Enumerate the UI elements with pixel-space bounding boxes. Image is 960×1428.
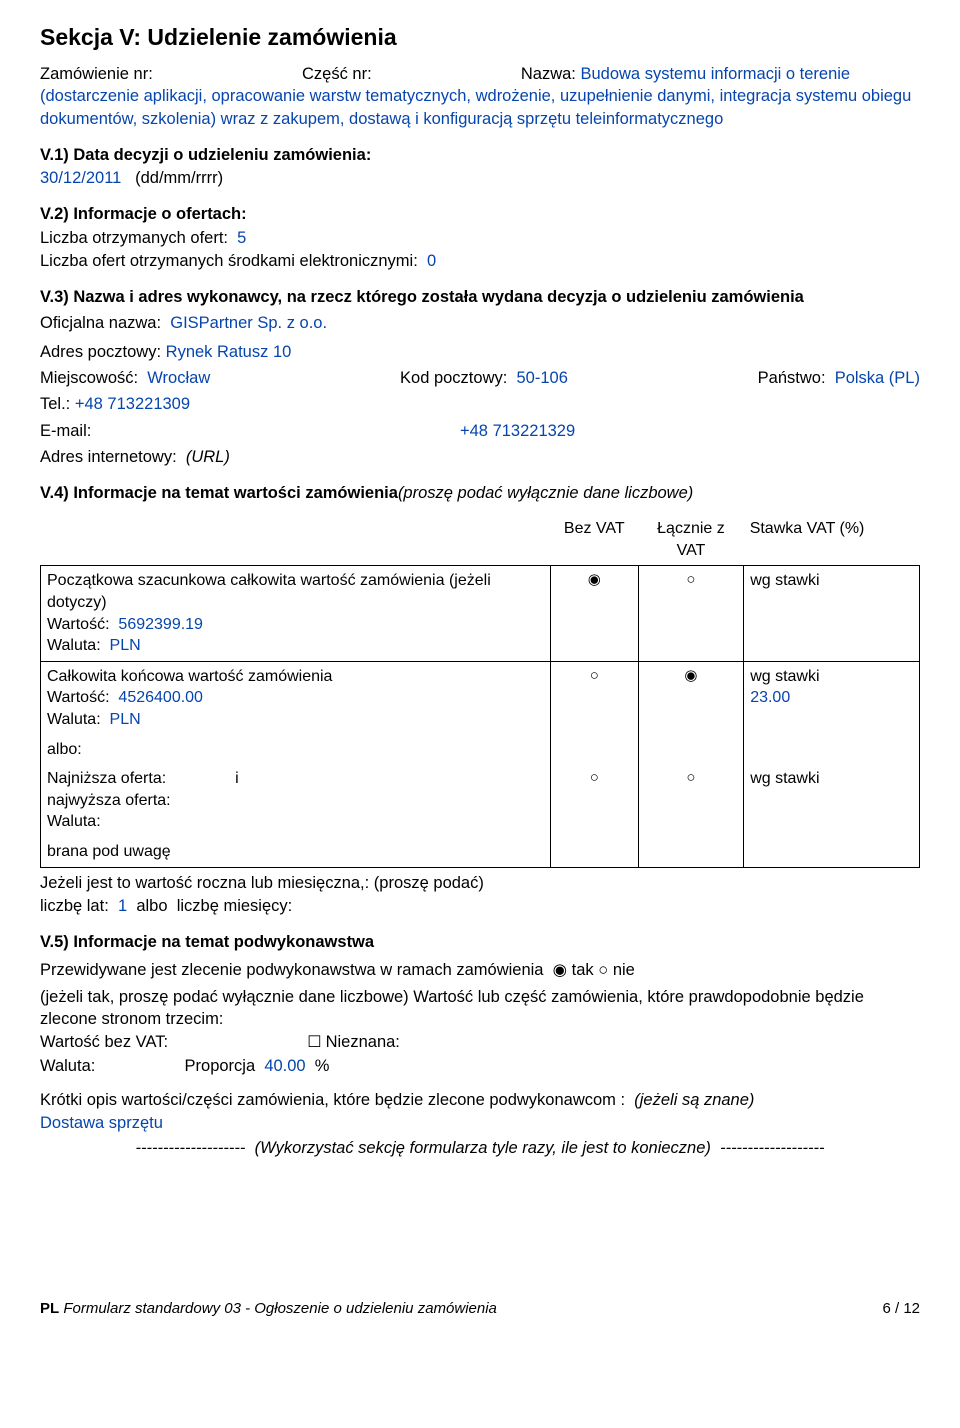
v3-postal-label: Adres pocztowy:: [40, 343, 161, 361]
v3-country-value: Polska (PL): [835, 369, 920, 387]
v5-val-novat-label: Wartość bez VAT:: [40, 1033, 168, 1051]
v4-row2-rate-val: 23.00: [750, 689, 790, 706]
v4-row1-label: Początkowa szacunkowa całkowita wartość …: [47, 570, 544, 613]
v4-col-novat: Bez VAT: [550, 514, 638, 566]
v2-heading: V.2) Informacje o ofertach:: [40, 203, 920, 225]
v5-prop-unit: %: [315, 1057, 330, 1075]
v5-dash-post: -------------------: [720, 1139, 824, 1157]
v3-country-label: Państwo:: [758, 369, 826, 387]
v5-desc-value: Dostawa sprzętu: [40, 1112, 920, 1134]
v4-postnote-l2c: liczbę miesięcy:: [177, 897, 293, 915]
v5-cur2-label: Waluta:: [40, 1057, 95, 1075]
v1-heading: V.1) Data decyzji o udzieleniu zamówieni…: [40, 144, 920, 166]
part-nr-label: Część nr:: [302, 65, 372, 83]
v1-date: 30/12/2011: [40, 169, 121, 187]
v3-zip-label: Kod pocztowy:: [400, 369, 507, 387]
v3-postal-value: Rynek Ratusz 10: [166, 343, 292, 361]
v4-row1-cur: PLN: [110, 637, 141, 654]
v4-heading-hint: (proszę podać wyłącznie dane liczbowe): [398, 484, 693, 502]
v1-date-format: (dd/mm/rrrr): [135, 169, 223, 187]
order-name-value: Budowa systemu informacji o terenie (dos…: [40, 65, 911, 128]
v4-col-withvat: Łącznie z VAT: [638, 514, 743, 566]
v4-row3-radio-novat[interactable]: [590, 769, 599, 786]
v3-url-label: Adres internetowy:: [40, 448, 177, 466]
v3-tel-value: +48 713221309: [75, 395, 190, 413]
v4-or-label: albo:: [41, 735, 551, 765]
v3-email-label: E-mail:: [40, 422, 91, 440]
v5-no-radio[interactable]: [598, 961, 608, 979]
v4-row2-label: Całkowita końcowa wartość zamówienia: [47, 666, 544, 688]
v4-low-label: Najniższa oferta:: [47, 770, 166, 787]
v5-unknown-label: Nieznana:: [326, 1033, 400, 1051]
v4-row3-radio-withvat[interactable]: [686, 769, 695, 786]
v4-row1-cur-label: Waluta:: [47, 637, 101, 654]
v4-postnote-l2b: albo: [136, 897, 167, 915]
order-header-line: Zamówienie nr: Część nr: Nazwa: Budowa s…: [40, 63, 920, 130]
v5-no-label: nie: [613, 961, 635, 979]
v3-city-label: Miejscowość:: [40, 369, 138, 387]
v5-prop-value: 40.00: [264, 1057, 305, 1075]
v3-heading: V.3) Nazwa i adres wykonawcy, na rzecz k…: [40, 286, 920, 308]
footer-lang: PL: [40, 1300, 59, 1317]
v4-row3-rate: wg stawki: [744, 764, 920, 837]
v5-yes-radio[interactable]: [553, 961, 567, 979]
v3-city-value: Wrocław: [147, 369, 210, 387]
v4-col-rate: Stawka VAT (%): [744, 514, 920, 566]
v4-row2-rate: wg stawki: [750, 668, 819, 685]
v5-prop-label: Proporcja: [185, 1057, 256, 1075]
v5-unknown-checkbox[interactable]: [307, 1033, 325, 1051]
v4-row1-value: 5692399.19: [118, 616, 203, 633]
v2-offers-label: Liczba otrzymanych ofert:: [40, 229, 228, 247]
v4-taken-label: brana pod uwagę: [41, 837, 551, 867]
v4-row2-cur: PLN: [110, 711, 141, 728]
v3-official-name-label: Oficjalna nazwa:: [40, 314, 161, 332]
v5-heading: V.5) Informacje na temat podwykonawstwa: [40, 931, 920, 953]
page-footer: PL Formularz standardowy 03 - Ogłoszenie…: [40, 1299, 920, 1319]
v5-desc-label: Krótki opis wartości/części zamówienia, …: [40, 1091, 625, 1109]
v5-cond-label: (jeżeli tak, proszę podać wyłącznie dane…: [40, 986, 920, 1031]
v3-tel-label: Tel.:: [40, 395, 70, 413]
v4-row2-value: 4526400.00: [118, 689, 203, 706]
v4-row1-radio-novat[interactable]: [588, 571, 601, 588]
v3-zip-value: 50-106: [517, 369, 568, 387]
v3-official-name-value: GISPartner Sp. z o.o.: [170, 314, 327, 332]
v5-yes-label: tak: [572, 961, 594, 979]
v4-row2-cur-label: Waluta:: [47, 711, 101, 728]
v3-fax-value: +48 713221329: [460, 422, 575, 440]
v2-eoffers-label: Liczba ofert otrzymanych środkami elektr…: [40, 252, 418, 270]
v5-repeat-note: (Wykorzystać sekcję formularza tyle razy…: [255, 1139, 711, 1157]
v4-row1-value-label: Wartość:: [47, 616, 110, 633]
v2-eoffers-value: 0: [427, 252, 436, 270]
v5-dash-pre: --------------------: [136, 1139, 246, 1157]
v4-table: Bez VAT Łącznie z VAT Stawka VAT (%) Poc…: [40, 514, 920, 867]
section-title: Sekcja V: Udzielenie zamówienia: [40, 22, 920, 53]
order-nr-label: Zamówienie nr:: [40, 65, 153, 83]
v4-high-label: najwyższa oferta:: [47, 790, 544, 812]
v5-desc-hint: (jeżeli są znane): [634, 1091, 754, 1109]
v4-postnote-l2-val: 1: [118, 897, 127, 915]
v4-row1-radio-withvat[interactable]: [686, 571, 695, 588]
v4-row2-radio-novat[interactable]: [590, 667, 599, 684]
footer-page: 6 / 12: [882, 1299, 920, 1319]
name-label: Nazwa:: [521, 65, 576, 83]
v4-postnote-l1: Jeżeli jest to wartość roczna lub miesię…: [40, 872, 920, 894]
v4-row1-rate: wg stawki: [744, 566, 920, 661]
footer-form: Formularz standardowy 03 - Ogłoszenie o …: [63, 1300, 497, 1317]
v4-postnote-l2a: liczbę lat:: [40, 897, 109, 915]
v4-heading-line: V.4) Informacje na temat wartości zamówi…: [40, 482, 920, 504]
v4-and-label: i: [235, 770, 239, 787]
v4-heading: V.4) Informacje na temat wartości zamówi…: [40, 484, 398, 502]
v2-offers-value: 5: [237, 229, 246, 247]
v5-q1-label: Przewidywane jest zlecenie podwykonawstw…: [40, 961, 543, 979]
v4-cur3-label: Waluta:: [47, 811, 544, 833]
v4-row2-radio-withvat[interactable]: [684, 667, 697, 684]
v3-url-hint: (URL): [186, 448, 230, 466]
v4-row2-value-label: Wartość:: [47, 689, 110, 706]
